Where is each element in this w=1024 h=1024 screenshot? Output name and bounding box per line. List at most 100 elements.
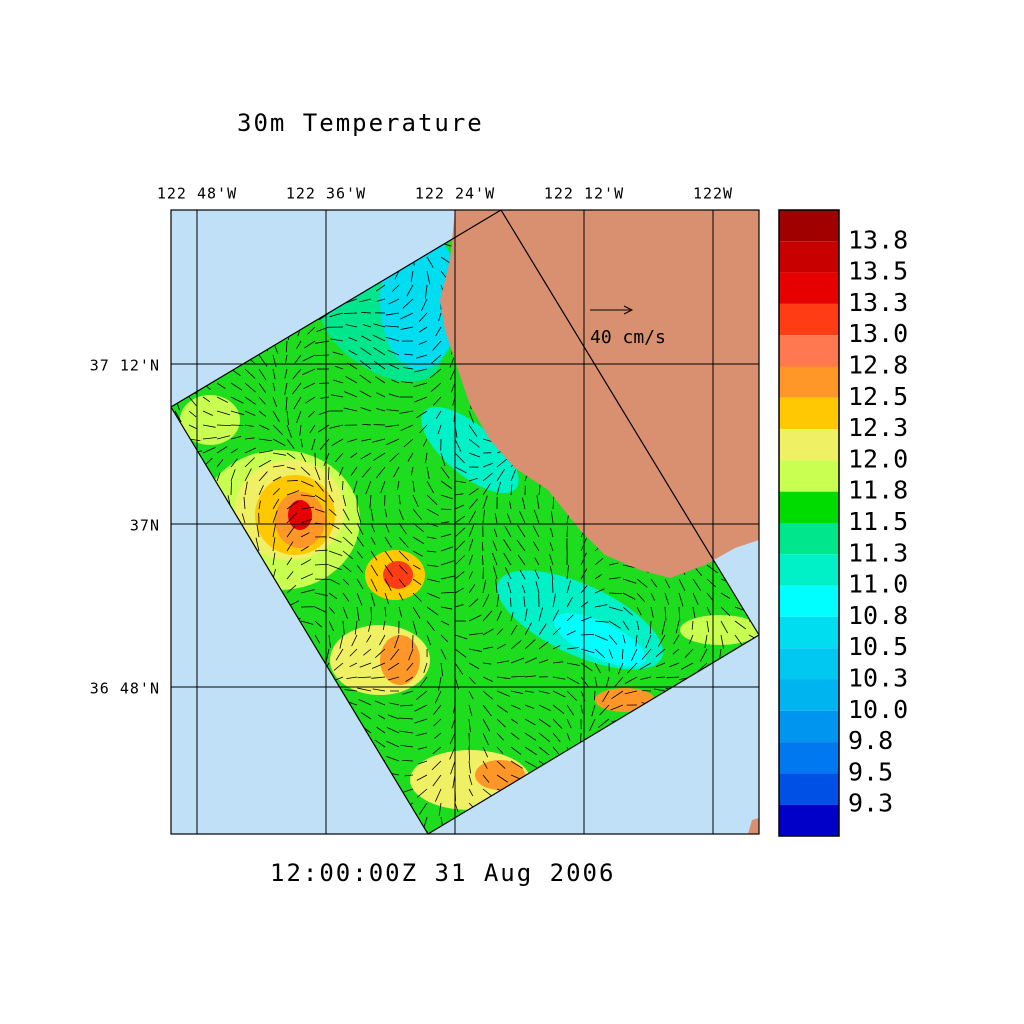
current-vector	[566, 718, 572, 729]
current-vector	[552, 645, 561, 650]
current-vector	[360, 452, 372, 460]
current-vector	[316, 326, 330, 333]
current-vector	[538, 641, 549, 650]
current-vector	[241, 513, 246, 524]
current-vector	[440, 620, 450, 626]
current-vector	[286, 500, 299, 510]
current-vector	[356, 508, 362, 523]
current-vector	[681, 662, 694, 670]
current-vector	[334, 365, 344, 370]
current-vector	[314, 480, 325, 492]
current-vector	[365, 480, 372, 495]
current-vector	[314, 494, 326, 503]
current-vector	[664, 606, 667, 621]
current-vector	[534, 569, 540, 580]
current-vector	[353, 480, 358, 494]
current-vector	[566, 630, 576, 636]
current-vector	[272, 438, 286, 447]
current-vector	[256, 524, 260, 538]
current-vector	[388, 393, 400, 398]
current-vector	[272, 464, 285, 468]
current-vector	[286, 480, 298, 482]
current-vector	[397, 480, 400, 490]
current-vector	[361, 335, 372, 342]
current-vector	[566, 565, 569, 580]
current-vector	[372, 334, 386, 342]
current-vector	[496, 481, 501, 496]
current-vector	[384, 606, 387, 617]
current-vector	[536, 495, 540, 510]
current-vector	[374, 376, 386, 384]
colorbar-swatch	[779, 773, 839, 805]
current-vector	[343, 312, 358, 314]
current-vector	[538, 607, 543, 622]
current-vector	[692, 592, 699, 605]
current-vector	[566, 580, 571, 594]
current-vector	[533, 541, 540, 552]
current-vector	[605, 676, 610, 688]
current-vector	[468, 676, 476, 685]
current-vector	[342, 578, 350, 586]
current-vector	[342, 508, 350, 521]
current-vector	[258, 500, 261, 510]
current-vector	[272, 452, 287, 456]
current-vector	[398, 508, 404, 520]
current-vector	[594, 662, 601, 674]
current-vector	[286, 584, 297, 594]
current-vector	[481, 542, 484, 552]
current-vector	[438, 802, 442, 816]
current-vector	[430, 354, 442, 365]
current-vector	[599, 704, 610, 716]
colorbar-swatch	[779, 397, 839, 430]
lon-tick-label: 122W	[693, 185, 733, 203]
current-vector	[202, 424, 216, 428]
current-vector	[432, 340, 442, 351]
current-vector	[258, 450, 273, 454]
current-vector	[440, 634, 449, 643]
current-vector	[438, 312, 442, 321]
current-vector	[410, 270, 414, 282]
current-vector	[370, 550, 378, 561]
current-vector	[314, 578, 329, 580]
current-vector	[286, 526, 295, 538]
current-vector	[348, 350, 358, 356]
current-vector	[328, 494, 335, 503]
current-vector	[468, 498, 478, 510]
current-vector	[342, 620, 345, 635]
colorbar-label: 13.5	[848, 257, 908, 286]
current-vector	[538, 704, 551, 712]
current-vector	[496, 690, 511, 697]
current-vector	[468, 774, 473, 786]
current-vector	[394, 634, 400, 649]
current-vector	[482, 732, 489, 745]
current-vector	[482, 483, 491, 496]
current-vector	[552, 593, 556, 608]
current-vector	[454, 555, 465, 566]
current-vector	[496, 594, 500, 608]
current-vector	[552, 627, 561, 636]
current-vector	[454, 662, 464, 675]
current-vector	[404, 353, 414, 356]
current-vector	[655, 648, 666, 658]
colorbar-frame	[778, 209, 840, 837]
current-vector	[374, 648, 386, 659]
current-vector	[328, 620, 334, 632]
current-vector	[285, 340, 288, 353]
current-vector	[230, 382, 243, 391]
current-vector	[400, 704, 414, 707]
current-vector	[230, 481, 232, 496]
current-vector	[650, 606, 654, 618]
current-vector	[286, 541, 294, 552]
current-vector	[468, 760, 471, 774]
current-vector	[416, 354, 428, 359]
current-vector	[293, 396, 302, 410]
current-vector	[551, 579, 554, 594]
current-vector	[385, 312, 400, 316]
current-vector	[386, 727, 400, 734]
current-vector	[449, 746, 456, 760]
current-vector	[347, 438, 358, 443]
current-vector	[496, 704, 509, 714]
current-vector	[434, 690, 442, 704]
current-vector	[433, 396, 442, 406]
current-vector	[720, 592, 731, 599]
